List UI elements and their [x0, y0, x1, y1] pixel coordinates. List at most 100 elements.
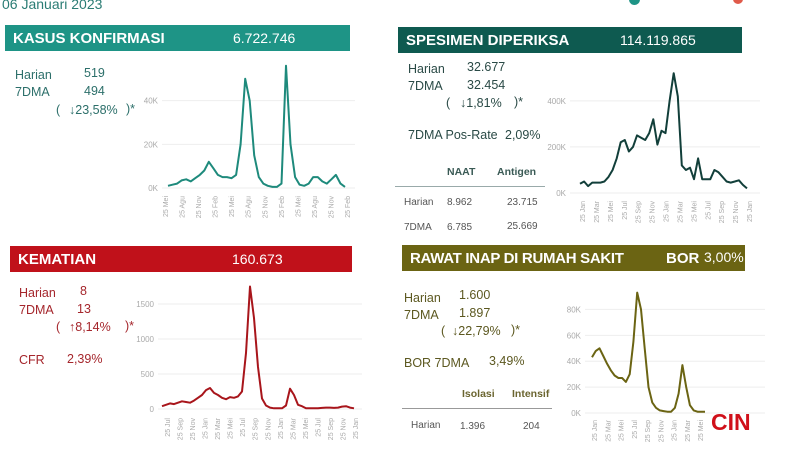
- table-cell: 23.715: [507, 197, 538, 208]
- kematian-7dma-value: 13: [77, 302, 91, 316]
- cin-logo: CIN: [711, 409, 751, 435]
- table-row-label: Harian: [411, 420, 441, 431]
- x-tick-label: 25 Mei: [691, 201, 698, 222]
- report-date: 06 Januari 2023: [2, 0, 103, 12]
- y-tick-label: 20K: [144, 140, 159, 149]
- table-divider: [395, 186, 545, 187]
- x-tick-label: 25 Mei: [608, 201, 615, 222]
- series-line: [167, 64, 346, 188]
- spesimen-header: SPESIMEN DIPERIKSA 114.119.865: [398, 27, 742, 53]
- spesimen-paren-open: (: [446, 96, 451, 110]
- x-tick-label: 25 Jul: [622, 201, 629, 220]
- y-tick-label: 0K: [556, 189, 566, 198]
- rawat-title: RAWAT INAP DI RUMAH SAKIT: [410, 250, 624, 267]
- y-tick-label: 0K: [571, 409, 581, 418]
- x-tick-label: 25 Mei: [303, 418, 310, 439]
- series-line: [579, 72, 748, 190]
- table-cell: 1.396: [460, 421, 486, 432]
- table-cell: 25.669: [507, 221, 538, 232]
- x-tick-label: 25 Sep: [636, 201, 643, 223]
- rawat-change: ↓22,79%: [452, 324, 501, 338]
- x-tick-label: 25 Jan: [278, 418, 285, 439]
- kasus-7dma-value: 494: [84, 84, 105, 98]
- y-tick-label: 0K: [148, 184, 158, 193]
- x-tick-label: 25 Jan: [203, 418, 210, 439]
- x-tick-label: 25 Jul: [315, 418, 322, 437]
- kematian-harian-label: Harian: [19, 286, 56, 300]
- series-line: [591, 291, 705, 413]
- logo-dot-teal: [629, 0, 640, 5]
- rawat-harian-value: 1.600: [459, 288, 491, 302]
- isolasi-header: Isolasi: [462, 388, 495, 400]
- spesimen-harian-label: Harian: [408, 62, 445, 76]
- y-tick-label: 40K: [567, 357, 582, 366]
- y-tick-label: 60K: [567, 331, 582, 340]
- x-tick-label: 25 Jan: [353, 418, 360, 439]
- kematian-paren-close: )*: [125, 319, 135, 333]
- x-tick-label: 25 Nov: [340, 418, 347, 441]
- x-tick-label: 25 Sep: [645, 420, 652, 442]
- spesimen-harian-value: 32.677: [467, 60, 506, 74]
- spesimen-7dma-value: 32.454: [467, 78, 506, 92]
- rawat-paren-close: )*: [511, 323, 521, 337]
- kematian-7dma-label: 7DMA: [19, 303, 54, 317]
- bor-value: 3,00%: [704, 249, 744, 265]
- x-tick-label: 25 Nov: [658, 420, 665, 443]
- kematian-paren-open: (: [56, 320, 61, 334]
- x-tick-label: 25 Nov: [265, 418, 272, 441]
- kasus-harian-value: 519: [84, 66, 105, 80]
- spesimen-paren-close: )*: [514, 95, 524, 109]
- x-tick-label: 25 Nov: [262, 196, 269, 219]
- y-tick-label: 0: [150, 405, 155, 414]
- kasus-header: KASUS KONFIRMASI 6.722.746: [5, 25, 350, 51]
- x-tick-label: 25 Mar: [685, 419, 692, 441]
- series-line: [161, 285, 355, 410]
- kasus-total: 6.722.746: [233, 30, 296, 46]
- rawat-header: RAWAT INAP DI RUMAH SAKIT BOR 3,00%: [402, 245, 745, 271]
- x-tick-label: 25 Nov: [650, 201, 657, 224]
- x-tick-label: 25 Sep: [719, 201, 726, 223]
- kasus-paren-close: )*: [126, 102, 136, 116]
- kasus-change: ↓23,58%: [69, 103, 118, 117]
- y-tick-label: 400K: [547, 97, 566, 106]
- logo-dot-red: [733, 0, 743, 4]
- rawat-paren-open: (: [441, 324, 446, 338]
- x-tick-label: 25 Jul: [165, 418, 172, 437]
- x-tick-label: 25 Jul: [705, 201, 712, 220]
- x-tick-label: 25 Sep: [328, 418, 335, 440]
- x-tick-label: 25 Mar: [605, 419, 612, 441]
- y-tick-label: 500: [141, 370, 155, 379]
- intensif-header: Intensif: [512, 388, 550, 400]
- x-tick-label: 25 Feb: [345, 196, 352, 218]
- table-row-label: 7DMA: [404, 222, 432, 233]
- x-tick-label: 25 Mar: [215, 417, 222, 439]
- kematian-total: 160.673: [232, 251, 283, 267]
- x-tick-label: 25 Feb: [213, 196, 220, 218]
- x-tick-label: 25 Jan: [580, 201, 587, 222]
- kematian-header: KEMATIAN 160.673: [10, 246, 352, 272]
- x-tick-label: 25 Agu: [180, 196, 187, 218]
- spesimen-total: 114.119.865: [620, 32, 696, 48]
- posrate-value: 2,09%: [505, 128, 541, 142]
- x-tick-label: 25 Mar: [290, 417, 297, 439]
- table-cell: 6.785: [447, 222, 473, 233]
- x-tick-label: 25 Mei: [228, 418, 235, 439]
- y-tick-label: 80K: [567, 305, 582, 314]
- antigen-header: Antigen: [497, 166, 537, 178]
- x-tick-label: 25 Jan: [747, 201, 754, 222]
- bor7-value: 3,49%: [489, 354, 525, 368]
- spesimen-7dma-label: 7DMA: [408, 79, 443, 93]
- kematian-title: KEMATIAN: [18, 251, 97, 268]
- x-tick-label: 25 Mei: [619, 420, 626, 441]
- x-tick-label: 25 Feb: [279, 196, 286, 218]
- naat-header: NAAT: [447, 166, 476, 178]
- bor-label: BOR: [666, 250, 700, 267]
- x-tick-label: 25 Nov: [196, 196, 203, 219]
- y-tick-label: 20K: [567, 383, 582, 392]
- cfr-value: 2,39%: [67, 352, 103, 366]
- cfr-label: CFR: [19, 353, 45, 367]
- rawat-harian-label: Harian: [404, 291, 441, 305]
- x-tick-label: 25 Nov: [328, 196, 335, 219]
- x-tick-label: 25 Nov: [733, 201, 740, 224]
